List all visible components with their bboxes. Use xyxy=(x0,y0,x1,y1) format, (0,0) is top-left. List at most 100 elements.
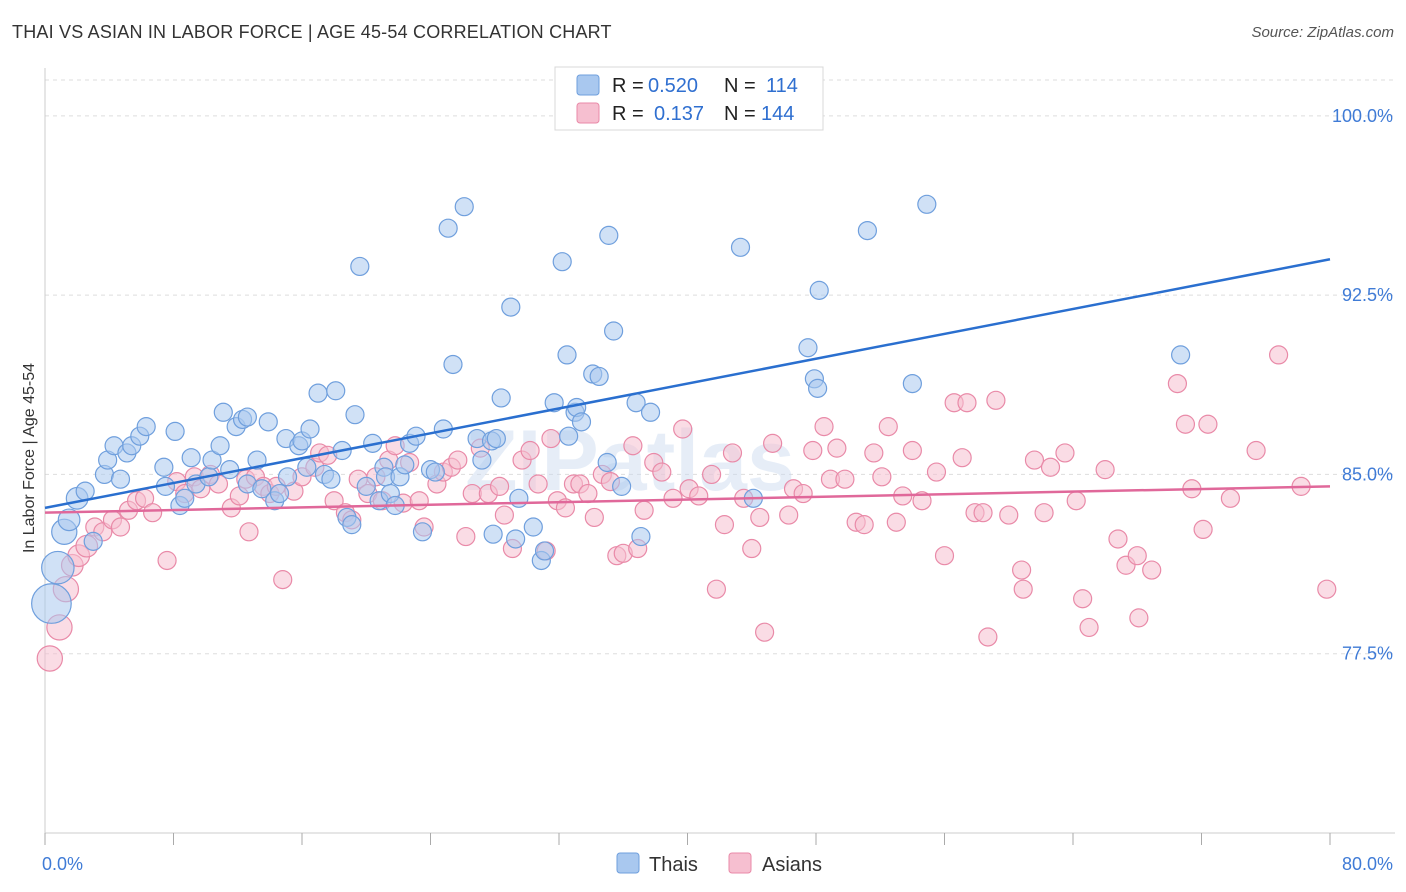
point-asians-109 xyxy=(926,462,947,482)
point-asians-105 xyxy=(886,512,906,532)
x-tick-label-1: 80.0% xyxy=(1342,854,1393,874)
point-thais-81 xyxy=(544,393,564,413)
y-axis-label: In Labor Force | Age 45-54 xyxy=(21,363,38,553)
point-thais-10 xyxy=(110,469,131,489)
trend-line-thais xyxy=(44,258,1331,510)
point-asians-24 xyxy=(239,522,259,542)
point-thais-25 xyxy=(213,402,233,422)
point-asians-94 xyxy=(793,483,813,504)
stats-legend-box xyxy=(554,66,824,131)
point-asians-115 xyxy=(973,503,993,523)
point-thais-24 xyxy=(210,436,230,456)
point-asians-89 xyxy=(750,507,770,528)
point-thais-59 xyxy=(395,455,415,475)
point-asians-65 xyxy=(555,498,576,518)
legend-swatch-asians xyxy=(576,102,600,124)
point-asians-135 xyxy=(1175,414,1196,434)
point-thais-83 xyxy=(557,345,577,365)
point-thais-105 xyxy=(902,373,922,394)
point-asians-113 xyxy=(957,393,977,413)
legend-n-label-thais: N = xyxy=(724,75,756,97)
trend-lines xyxy=(44,258,1331,514)
point-asians-84 xyxy=(706,579,727,599)
point-asians-110 xyxy=(934,546,955,566)
point-thais-104 xyxy=(857,221,878,241)
trend-line-asians xyxy=(44,485,1331,514)
series-legend: Thais Asians xyxy=(616,852,822,876)
point-thais-72 xyxy=(483,524,503,544)
point-thais-50 xyxy=(350,256,370,277)
legend-n-value-asians: 144 xyxy=(761,103,794,125)
point-thais-100 xyxy=(798,338,818,358)
point-asians-98 xyxy=(827,438,847,458)
point-thais-51 xyxy=(356,476,376,496)
point-asians-68 xyxy=(578,483,598,504)
point-asians-108 xyxy=(912,491,932,511)
point-thais-33 xyxy=(258,412,278,432)
legend-r-value-thais: 0.520 xyxy=(648,75,698,97)
point-thais-75 xyxy=(501,297,521,317)
point-asians-60 xyxy=(520,440,540,461)
point-thais-37 xyxy=(277,467,298,487)
x-tick-labels: 0.0% 80.0% xyxy=(42,854,1393,874)
point-thais-102 xyxy=(808,378,828,398)
point-thais-31 xyxy=(247,450,267,470)
point-asians-126 xyxy=(1073,589,1093,609)
point-asians-61 xyxy=(528,474,548,494)
point-thais-80 xyxy=(534,541,555,561)
point-thais-0 xyxy=(31,583,72,624)
x-tick-label-0: 0.0% xyxy=(42,854,83,874)
point-thais-14 xyxy=(136,417,156,437)
series-thais-points xyxy=(31,106,1191,624)
point-asians-74 xyxy=(623,436,643,456)
point-asians-132 xyxy=(1129,608,1149,628)
point-asians-137 xyxy=(1193,519,1213,540)
point-asians-119 xyxy=(1011,560,1032,580)
point-asians-139 xyxy=(1220,488,1241,508)
point-asians-95 xyxy=(803,440,823,461)
point-asians-91 xyxy=(763,433,783,453)
point-thais-20 xyxy=(181,448,201,468)
legend-r-label-asians: R = xyxy=(612,103,644,125)
point-thais-91 xyxy=(599,225,619,245)
point-asians-88 xyxy=(742,538,762,559)
point-asians-46 xyxy=(409,491,429,511)
legend-n-label-asians: N = xyxy=(724,103,756,125)
point-asians-123 xyxy=(1040,457,1061,477)
point-asians-143 xyxy=(1317,579,1337,599)
y-tick-label-1: 85.0% xyxy=(1342,464,1393,484)
point-thais-1 xyxy=(41,550,75,585)
point-thais-89 xyxy=(589,366,609,387)
point-thais-103 xyxy=(809,280,829,300)
point-thais-95 xyxy=(631,526,651,547)
point-asians-101 xyxy=(854,515,874,535)
point-thais-3 xyxy=(57,508,81,532)
legend-r-label-thais: R = xyxy=(612,75,644,97)
point-thais-84 xyxy=(559,426,579,446)
point-asians-52 xyxy=(456,526,476,547)
point-asians-86 xyxy=(722,443,743,463)
point-asians-85 xyxy=(714,515,735,535)
point-thais-67 xyxy=(443,354,463,375)
point-asians-131 xyxy=(1127,546,1147,566)
point-thais-44 xyxy=(321,469,341,489)
point-asians-29 xyxy=(273,570,293,590)
point-asians-141 xyxy=(1268,345,1289,365)
point-thais-62 xyxy=(412,522,433,542)
point-asians-138 xyxy=(1198,414,1218,434)
y-tick-label-2: 92.5% xyxy=(1342,285,1393,305)
point-thais-73 xyxy=(486,428,506,449)
point-thais-17 xyxy=(165,421,185,441)
point-asians-103 xyxy=(872,467,892,487)
point-thais-41 xyxy=(300,419,320,439)
point-asians-127 xyxy=(1079,617,1099,638)
point-asians-92 xyxy=(779,505,799,525)
point-asians-51 xyxy=(448,450,468,470)
chart-title: THAI VS ASIAN IN LABOR FORCE | AGE 45-54… xyxy=(12,22,612,42)
point-asians-116 xyxy=(978,627,998,647)
point-thais-106 xyxy=(917,194,937,214)
point-thais-82 xyxy=(552,252,572,272)
point-thais-6 xyxy=(83,531,103,551)
point-asians-90 xyxy=(754,622,775,642)
